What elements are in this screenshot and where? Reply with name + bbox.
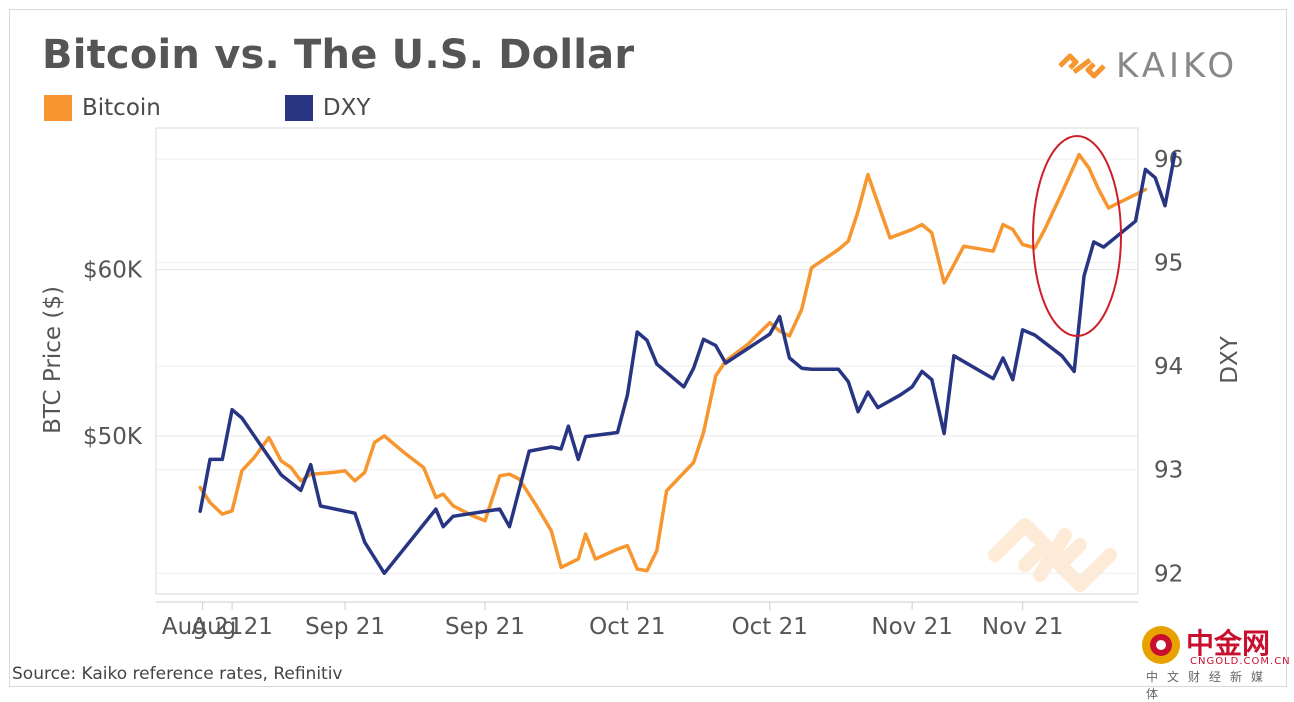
kaiko-diamond-icon — [1058, 53, 1106, 79]
left-axis: $50K $60K — [83, 257, 143, 449]
right-tick-label: 94 — [1154, 354, 1183, 380]
x-tick-label: Sep 21 — [305, 614, 385, 640]
series-layer — [198, 152, 1177, 576]
legend-swatch-dxy — [284, 95, 313, 121]
plot-area — [155, 127, 1139, 595]
right-tick-label: 93 — [1154, 458, 1183, 484]
x-tick-label: Aug 21 — [162, 614, 244, 640]
chart-frame — [9, 9, 1287, 687]
left-tick-label: $60K — [83, 257, 143, 283]
right-tick-label: 96 — [1154, 147, 1183, 173]
x-tick-label: Nov 21 — [871, 614, 952, 640]
kaiko-logo: KAIKO — [1056, 46, 1238, 86]
legend-item-dxy[interactable]: DXY — [284, 95, 371, 121]
x-tick-label: Sep 21 — [445, 614, 525, 640]
right-axis: 92 93 94 95 96 — [1154, 147, 1183, 587]
source-note: Source: Kaiko reference rates, Refinitiv — [12, 664, 343, 684]
highlight-circle — [1032, 135, 1122, 337]
x-tick-label: Nov 21 — [982, 614, 1063, 640]
grid — [156, 158, 1138, 574]
cngold-subtitle: 中文财经新媒体 — [1146, 670, 1273, 701]
left-tick-label: $50K — [83, 424, 143, 450]
series-line-bitcoin[interactable] — [198, 152, 1148, 573]
x-tick-label: Oct 21 — [732, 614, 808, 640]
cngold-watermark: 中金网 CNGOLD.COM.CN 中文财经新媒体 — [1138, 622, 1290, 701]
legend-label-bitcoin: Bitcoin — [82, 95, 161, 121]
x-tick-label: Aug 21 — [191, 614, 273, 640]
series-line-dxy[interactable] — [198, 152, 1177, 576]
legend: Bitcoin DXY — [44, 95, 494, 121]
legend-label-dxy: DXY — [322, 95, 371, 121]
legend-swatch-bitcoin — [44, 95, 72, 121]
right-tick-label: 92 — [1154, 561, 1183, 587]
cngold-url: CNGOLD.COM.CN — [1190, 656, 1291, 667]
right-tick-label: 95 — [1154, 251, 1183, 277]
chart-title: Bitcoin vs. The U.S. Dollar — [42, 32, 635, 78]
cngold-coin-icon — [1142, 626, 1180, 664]
right-axis-title: DXY — [1217, 335, 1243, 383]
cngold-name: 中金网 — [1186, 627, 1271, 660]
kaiko-watermark-icon — [988, 518, 1117, 592]
legend-item-bitcoin[interactable]: Bitcoin — [44, 95, 161, 121]
x-tick-label: Oct 21 — [589, 614, 665, 640]
left-axis-title: BTC Price ($) — [40, 286, 66, 434]
kaiko-logo-text: KAIKO — [1116, 46, 1239, 86]
